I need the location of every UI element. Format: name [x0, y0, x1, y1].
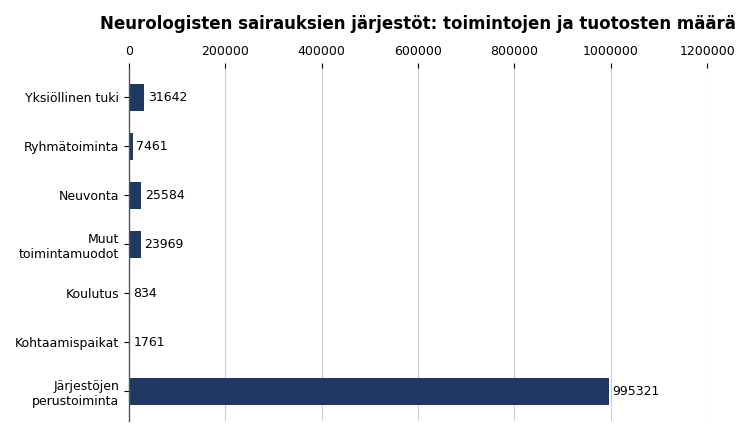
Text: 23969: 23969 [144, 238, 184, 251]
Bar [129, 84, 144, 111]
Bar [129, 133, 133, 160]
Title: Neurologisten sairauksien järjestöt: toimintojen ja tuotosten määrä: Neurologisten sairauksien järjestöt: toi… [100, 15, 736, 33]
Text: 31642: 31642 [148, 91, 188, 104]
Bar [129, 378, 608, 405]
Bar [129, 231, 140, 258]
Bar [129, 182, 141, 209]
Text: 7461: 7461 [136, 140, 168, 153]
Text: 995321: 995321 [612, 385, 660, 398]
Text: 834: 834 [134, 287, 157, 300]
Text: 1761: 1761 [134, 336, 165, 349]
Text: 25584: 25584 [146, 189, 185, 202]
Bar [129, 329, 130, 356]
